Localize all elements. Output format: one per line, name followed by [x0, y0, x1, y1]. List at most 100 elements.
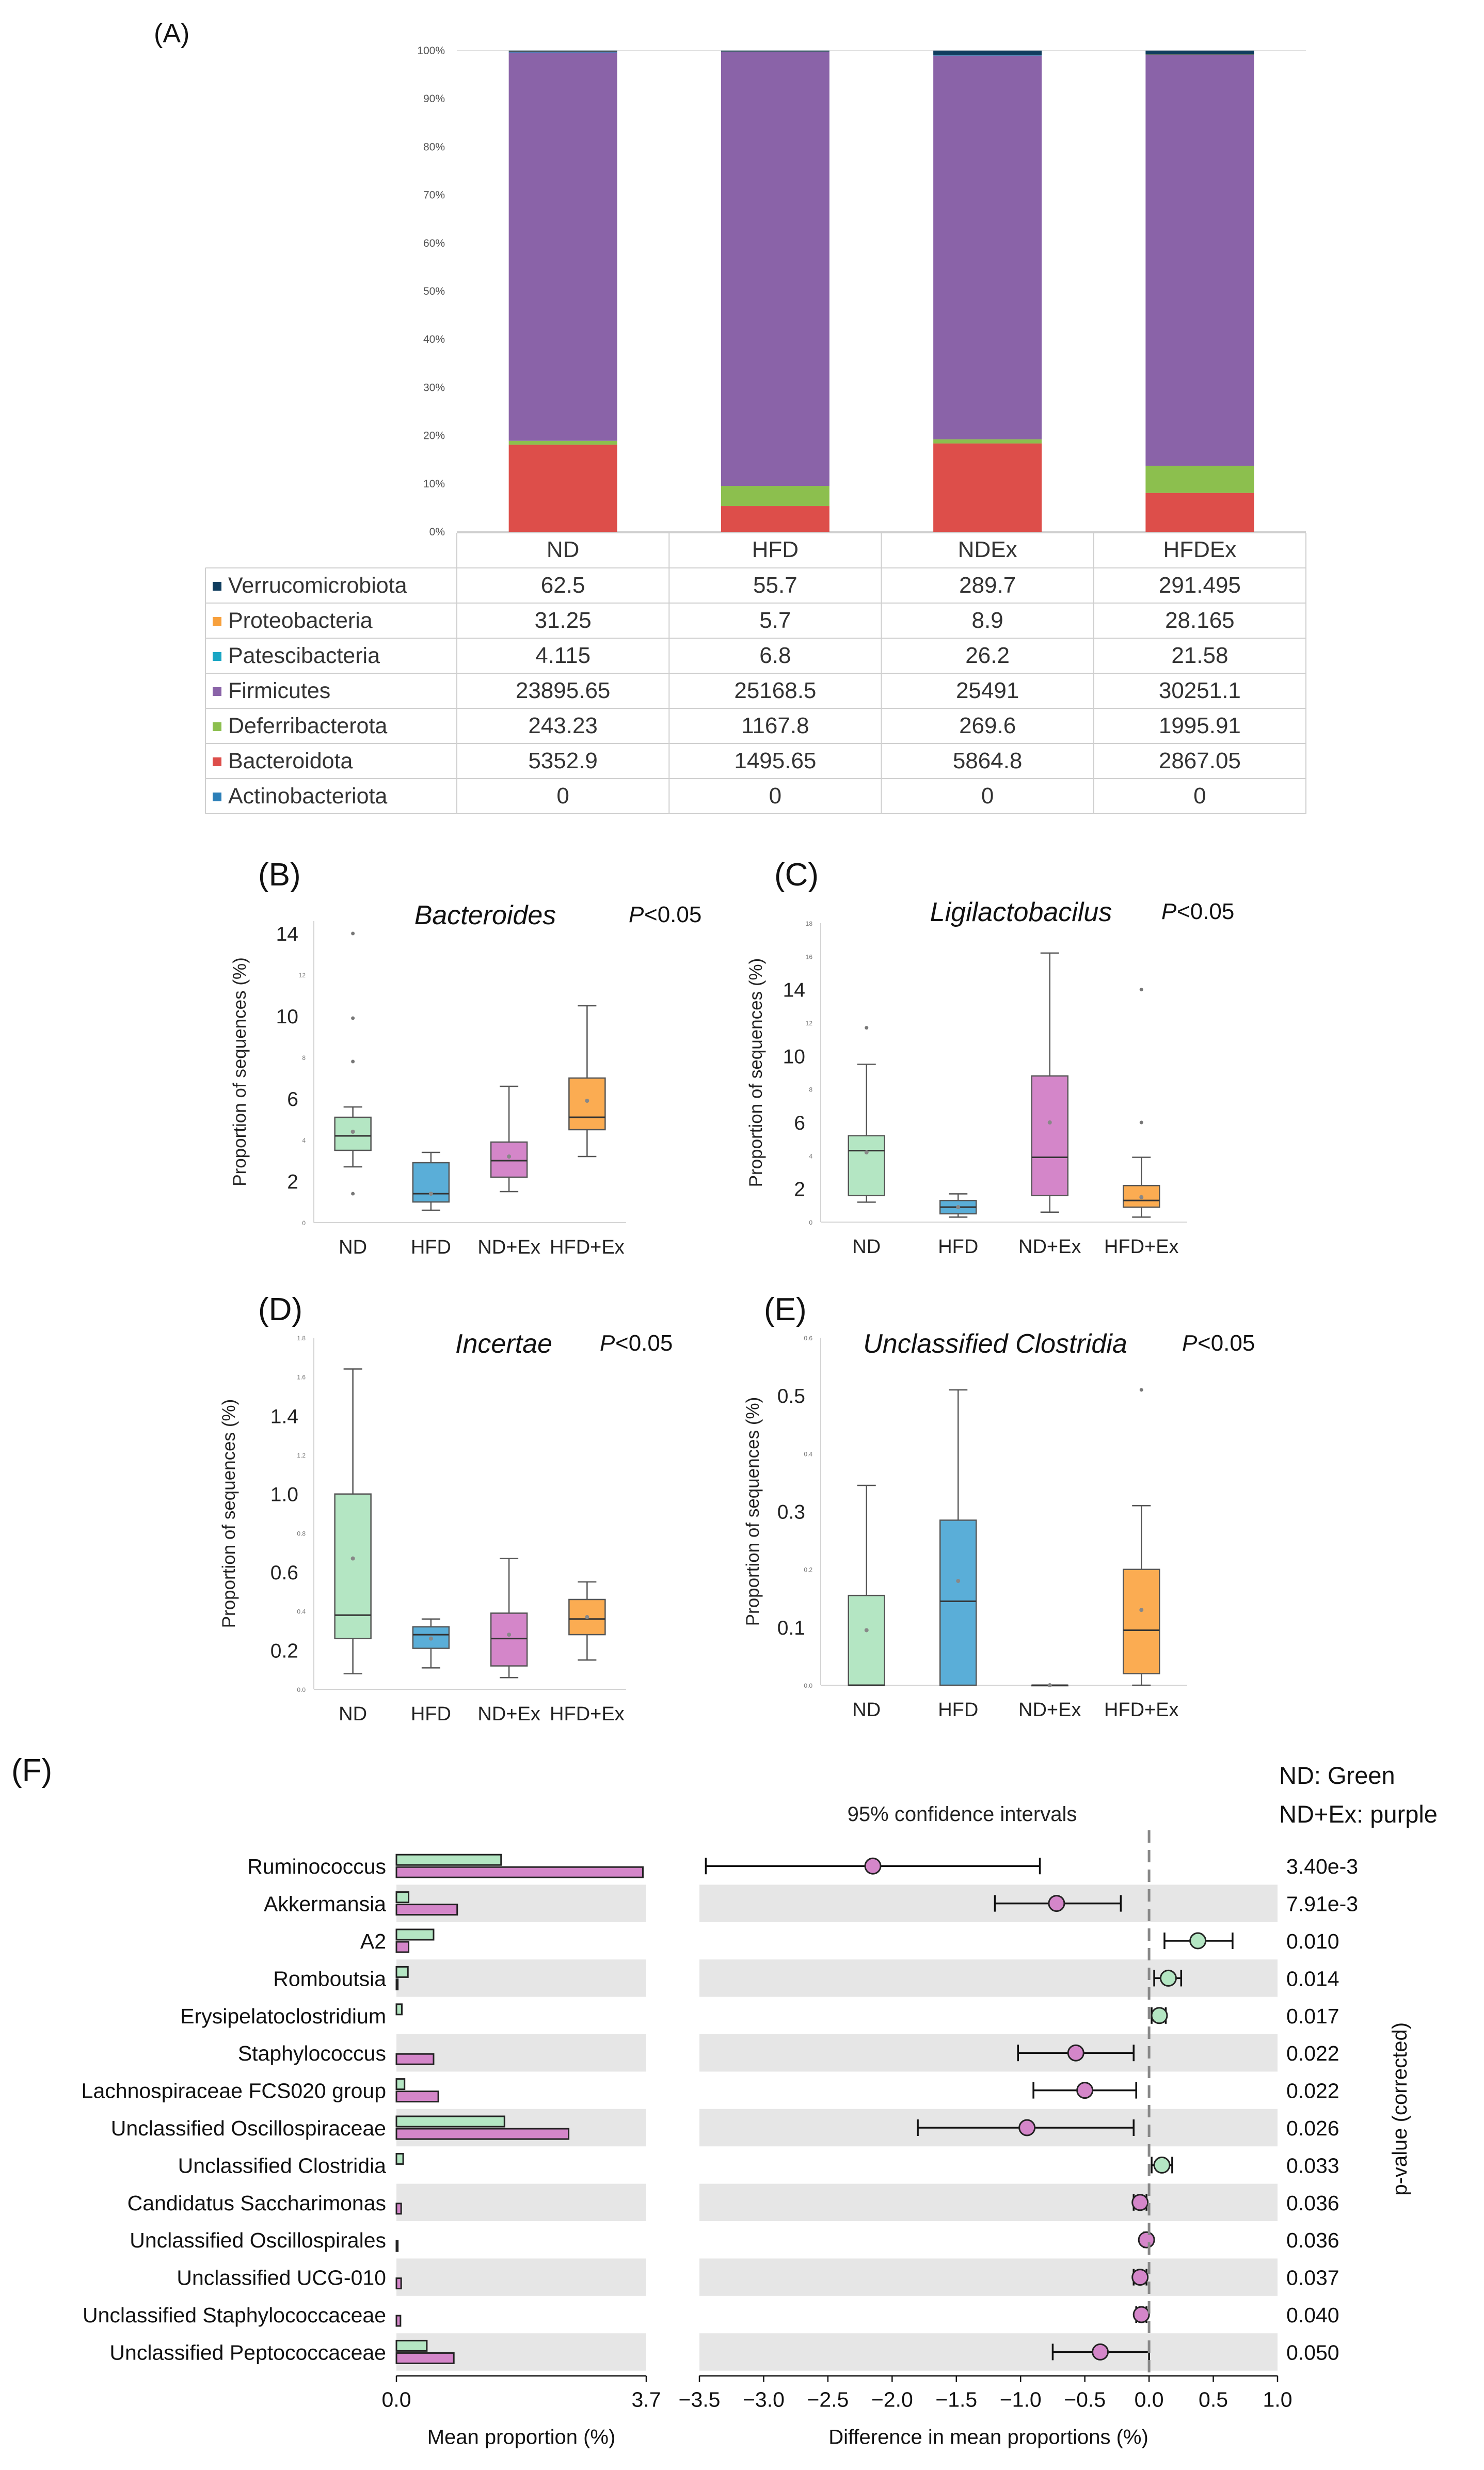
- y-tick-label: 30%: [423, 382, 445, 393]
- box: [848, 1135, 885, 1196]
- nd-mean-bar: [395, 1854, 502, 1866]
- y-minor-tick-label: 0.2: [804, 1566, 812, 1574]
- legend-swatch: [213, 652, 221, 661]
- bar-segment: [721, 51, 829, 52]
- bar-segment: [508, 440, 617, 445]
- y-tick-label: 14: [276, 923, 298, 945]
- row-band: [396, 2258, 646, 2296]
- y-minor-tick-label: 0: [809, 1219, 812, 1226]
- legend-swatch: [213, 617, 221, 626]
- table-cell: 26.2: [965, 643, 1010, 668]
- effect-point: [1138, 2231, 1155, 2249]
- diff-x-tick-label: −2.5: [807, 2388, 849, 2412]
- row-band: [699, 1959, 1278, 1997]
- y-minor-tick-label: 16: [806, 953, 813, 960]
- effect-point: [1159, 1969, 1177, 1987]
- row-band: [699, 2034, 1278, 2072]
- extended-error-bar-plot: ND: Green ND+Ex: purple 95% confidence int…: [82, 1762, 1438, 2449]
- x-tick-label: ND: [852, 1699, 881, 1721]
- mean-marker: [1139, 1608, 1144, 1612]
- box-plot-incertae: 1.4 1.0 0.6 0.2 1.8 1.6 1.2 0.8 0.4 0.0 Proportion…: [219, 1329, 673, 1725]
- panel-label-d: (D): [258, 1292, 302, 1327]
- y-minor-tick-label: 1.6: [297, 1374, 306, 1381]
- y-axis-title: Proportion of sequences (%): [219, 1399, 239, 1628]
- table-cell: 0: [556, 783, 569, 809]
- diff-x-tick-label: 0.5: [1199, 2388, 1228, 2412]
- y-minor-tick-label: 0.6: [804, 1335, 812, 1342]
- y-tick-label: 20%: [423, 430, 445, 442]
- mean-marker: [507, 1633, 512, 1637]
- y-axis-title: Proportion of sequences (%): [230, 957, 250, 1186]
- effect-point: [864, 1857, 882, 1875]
- box: [568, 1077, 606, 1131]
- ci-title: 95% confidence intervals: [848, 1803, 1077, 1826]
- table-cell: 0: [981, 783, 994, 809]
- ndex-mean-bar: [395, 1904, 458, 1916]
- table-cell: 30251.1: [1159, 678, 1241, 703]
- genus-label: Unclassified Staphylococcaceae: [83, 2303, 386, 2327]
- table-cell: 21.58: [1171, 643, 1228, 668]
- legend-label: Bacteroidota: [228, 749, 353, 773]
- x-tick-label: HFD+Ex: [1104, 1236, 1179, 1258]
- p-value: 0.050: [1286, 2340, 1339, 2364]
- bar-segment: [933, 439, 1042, 444]
- box: [490, 1141, 528, 1178]
- chart-title: Ligilactobacilus: [930, 897, 1112, 927]
- ndex-mean-bar: [395, 1941, 410, 1953]
- y-minor-tick-label: 0.0: [804, 1682, 812, 1689]
- y-minor-tick-label: 1.2: [297, 1452, 306, 1459]
- p-value-label: P: [1161, 899, 1177, 924]
- effect-point: [1018, 2119, 1036, 2136]
- bar-x-axis-title: Mean proportion (%): [427, 2426, 616, 2449]
- y-tick-label: 6: [287, 1088, 298, 1111]
- genus-label: Staphylococcus: [238, 2041, 386, 2065]
- y-tick-label: 1.4: [270, 1405, 298, 1428]
- table-cell: 4.115: [535, 643, 591, 668]
- x-tick-label: HFD+Ex: [550, 1237, 625, 1258]
- outlier-point: [1139, 1120, 1143, 1125]
- y-tick-label: 10: [783, 1046, 805, 1068]
- bar-x-tick-label: 3.7: [632, 2388, 661, 2412]
- p-value: 0.010: [1286, 1929, 1339, 1953]
- outlier-point: [865, 1026, 869, 1030]
- p-value: 0.022: [1286, 2041, 1339, 2065]
- diff-x-tick-label: −2.0: [871, 2388, 913, 2412]
- genus-label: Erysipelatoclostridium: [180, 2004, 386, 2028]
- genus-label: A2: [360, 1929, 386, 1953]
- box: [848, 1594, 885, 1686]
- bar-segment: [508, 51, 617, 52]
- y-tick-label: 40%: [423, 334, 445, 345]
- p-value-threshold: <0.05: [615, 1331, 673, 1356]
- genus-label: Ruminococcus: [247, 1855, 386, 1878]
- diff-x-tick-label: −0.5: [1064, 2388, 1106, 2412]
- outlier-point: [351, 931, 355, 936]
- p-value-label: P: [600, 1331, 615, 1356]
- nd-mean-bar: [395, 2339, 428, 2352]
- table-header: NDEx: [958, 537, 1017, 562]
- genus-label: Unclassified Oscillospiraceae: [111, 2116, 386, 2140]
- box: [490, 1612, 528, 1667]
- bar-segment: [508, 445, 617, 532]
- nd-mean-bar: [395, 1928, 435, 1941]
- x-tick-label: ND+Ex: [477, 1237, 540, 1258]
- p-value-threshold: <0.05: [644, 902, 701, 927]
- y-tick-label: 100%: [417, 45, 445, 57]
- legend-label: Deferribacterota: [228, 714, 387, 738]
- y-tick-label: 1.0: [270, 1484, 298, 1506]
- genus-label: Unclassified Peptococcaceae: [109, 2340, 386, 2364]
- y-tick-label: 0.3: [777, 1501, 805, 1524]
- bar-segment: [721, 486, 829, 506]
- outlier-point: [1139, 988, 1143, 992]
- p-value-threshold: <0.05: [1198, 1331, 1255, 1356]
- x-tick-label: ND+Ex: [1018, 1236, 1081, 1258]
- effect-point: [1067, 2044, 1084, 2062]
- ndex-mean-bar: [395, 2128, 570, 2140]
- row-band: [396, 1885, 646, 1922]
- p-value-threshold: <0.05: [1177, 899, 1234, 924]
- table-cell: 2867.05: [1159, 748, 1241, 773]
- x-tick-label: HFD: [411, 1703, 451, 1725]
- p-value: 0.022: [1286, 2079, 1339, 2103]
- y-tick-label: 2: [794, 1179, 805, 1201]
- diff-x-tick-label: −3.5: [679, 2388, 721, 2412]
